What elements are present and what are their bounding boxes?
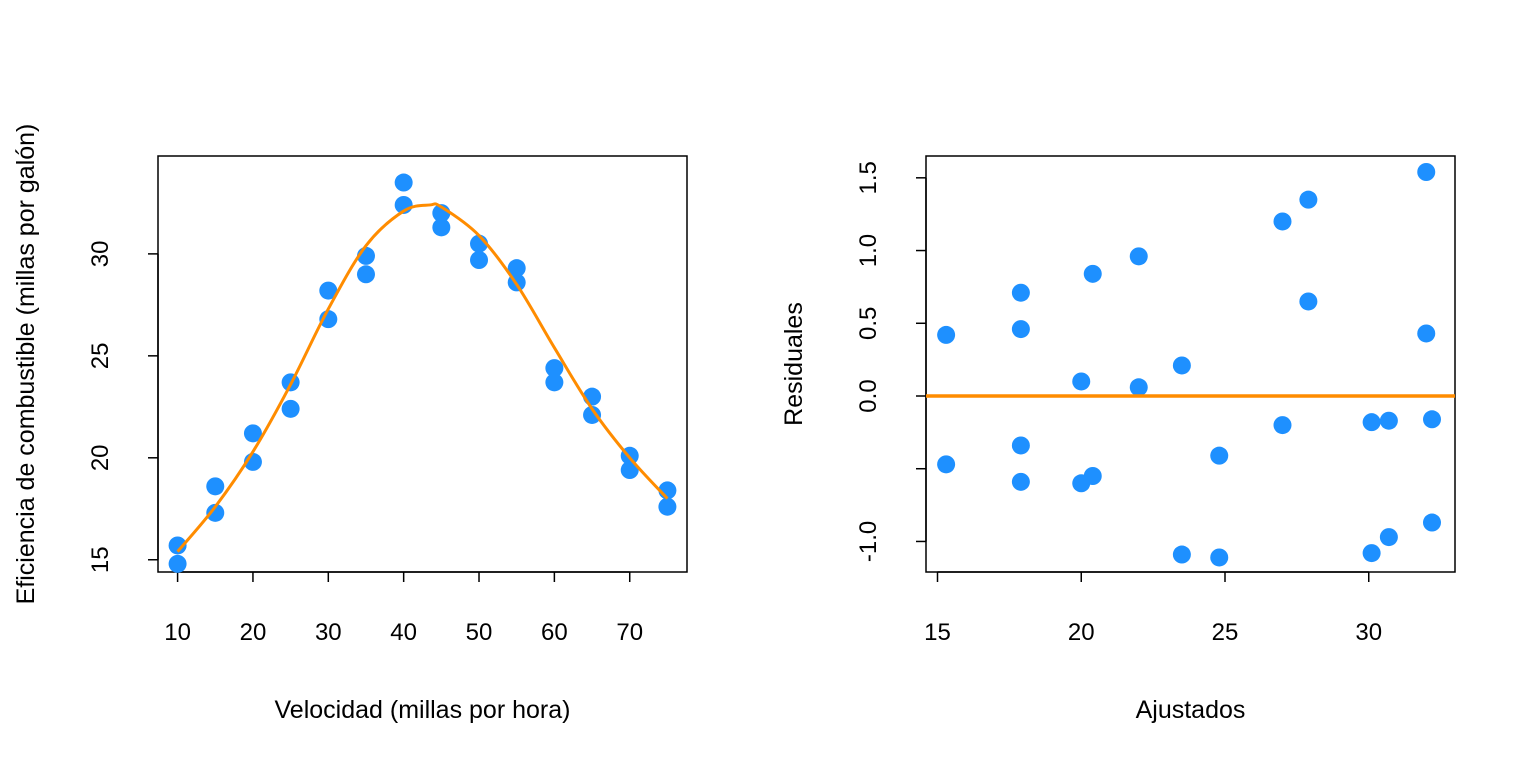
y-axis-title: Residuales [780,302,808,426]
data-point [1172,356,1191,375]
y-axis-title: Eficiencia de combustible (millas por ga… [12,124,40,605]
data-point [470,251,489,269]
data-point [1362,413,1381,432]
data-point [583,405,602,424]
data-point [356,265,375,284]
data-point [1423,513,1441,532]
data-point [1129,378,1148,397]
data-point [1172,545,1191,564]
x-tick-label: 60 [541,619,568,646]
data-point [168,536,187,555]
data-point [1210,446,1229,465]
data-point [507,259,526,278]
data-point [432,218,451,237]
data-point [168,554,187,573]
x-tick-label: 20 [240,619,267,646]
y-tick-label: -1.0 [855,521,882,562]
y-tick-label: 1.0 [855,234,882,267]
fitted-vs-residuals-panel: 15 20 25 30 -1.0 0.0 0.5 1.0 1.5 Ajustados Residua… [780,155,1456,724]
data-point [1417,163,1436,181]
data-point [937,325,956,344]
x-tick-label: 70 [616,619,643,646]
data-point [319,281,338,300]
x-tick-label: 15 [924,619,951,646]
data-point [1210,548,1229,567]
data-point [243,424,262,443]
y-tick-label: 30 [87,241,114,268]
data-point [1379,411,1398,430]
x-tick-label: 30 [315,619,342,646]
data-point [1273,212,1292,231]
speed-vs-efficiency-panel: 10 20 30 40 50 60 70 15 20 25 30 Velocidad (millas … [12,124,688,724]
data-point [1129,247,1148,266]
data-point [1072,372,1091,391]
data-point [937,455,956,474]
y-tick-label: 0.5 [855,307,882,340]
y-tick-label: 25 [87,342,114,369]
data-point [206,477,225,496]
fit-curve [176,202,669,553]
data-point [1273,416,1292,435]
data-point [281,399,300,418]
y-tick-label: 20 [87,444,114,471]
data-point [1379,528,1398,547]
x-tick-label: 10 [164,619,191,646]
plot-frame [157,155,688,573]
x-tick-label: 25 [1212,619,1239,646]
data-point [1423,410,1441,429]
data-point [1362,544,1381,563]
x-tick-label: 20 [1068,619,1095,646]
x-axis-title: Velocidad (millas por hora) [275,696,571,724]
data-point [1083,264,1102,283]
data-point [1417,324,1436,343]
data-point [1299,190,1318,209]
data-point [1011,472,1030,491]
data-point [1011,436,1030,455]
y-tick-label: 0.0 [855,379,882,412]
data-point [1011,283,1030,302]
data-point [545,373,564,392]
x-tick-label: 50 [466,619,493,646]
data-point [620,461,639,480]
data-point [545,359,564,378]
x-tick-label: 40 [390,619,417,646]
x-tick-label: 30 [1355,619,1382,646]
x-axis-title: Ajustados [1136,696,1246,724]
y-tick-label: 15 [87,546,114,573]
data-point [1011,320,1030,339]
y-tick-label: 1.5 [855,161,882,194]
data-point [206,503,225,522]
data-point [1083,467,1102,485]
data-point [1299,292,1318,311]
data-point [658,497,677,516]
data-point [394,173,413,192]
